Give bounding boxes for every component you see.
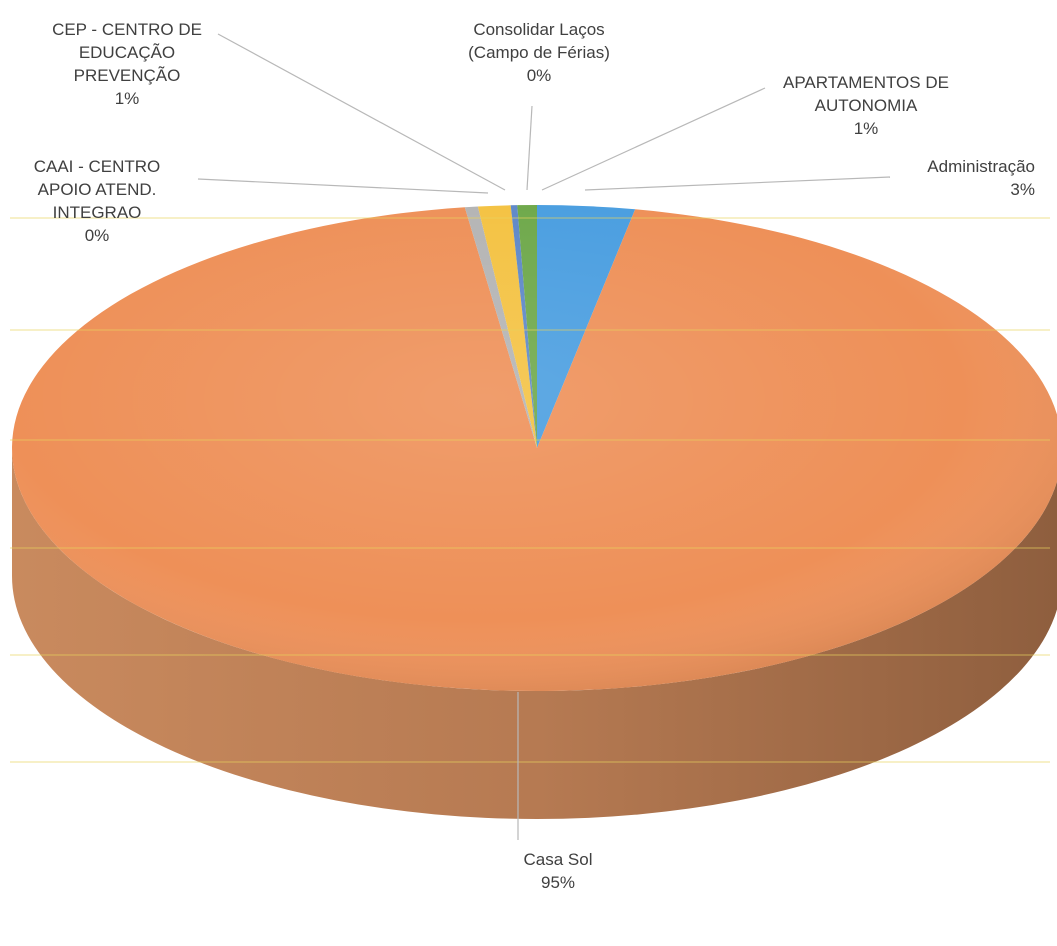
slice-value-label: 3% <box>1010 180 1035 199</box>
slice-value-label: 0% <box>527 66 552 85</box>
pie-leader-lines <box>197 33 891 840</box>
slice-value-label: 0% <box>85 226 110 245</box>
leader-line <box>541 87 766 191</box>
slice-name-label: EDUCAÇÃO <box>79 43 175 62</box>
leader-line <box>584 176 891 191</box>
pie-shading <box>10 205 1057 763</box>
leader-line <box>217 33 506 191</box>
pie-top-shading <box>12 205 1057 691</box>
pie-side-wall <box>12 448 1057 819</box>
slice-name-label: Consolidar Laços <box>473 20 604 39</box>
slice-name-label: CAAI - CENTRO <box>34 157 161 176</box>
slice-value-label: 1% <box>115 89 140 108</box>
leader-line <box>526 105 533 191</box>
slice-value-label: 1% <box>854 119 879 138</box>
slice-name-label: APARTAMENTOS DE <box>783 73 949 92</box>
pie-labels: Administração 3% Casa Sol 95% CAAI - CENTRO A… <box>34 20 1035 892</box>
slice-name-label: INTEGRAO <box>53 203 142 222</box>
slice-name-label: Administração <box>927 157 1035 176</box>
slice-name-label: CEP - CENTRO DE <box>52 20 202 39</box>
leader-line <box>197 178 489 194</box>
slice-value-label: 95% <box>541 873 575 892</box>
slice-name-label: (Campo de Férias) <box>468 43 610 62</box>
slice-name-label: APOIO ATEND. <box>38 180 157 199</box>
slice-name-label: PREVENÇÃO <box>74 66 181 85</box>
slice-name-label: Casa Sol <box>524 850 593 869</box>
slice-name-label: AUTONOMIA <box>815 96 918 115</box>
pie-side-wall-surface <box>12 448 1057 819</box>
